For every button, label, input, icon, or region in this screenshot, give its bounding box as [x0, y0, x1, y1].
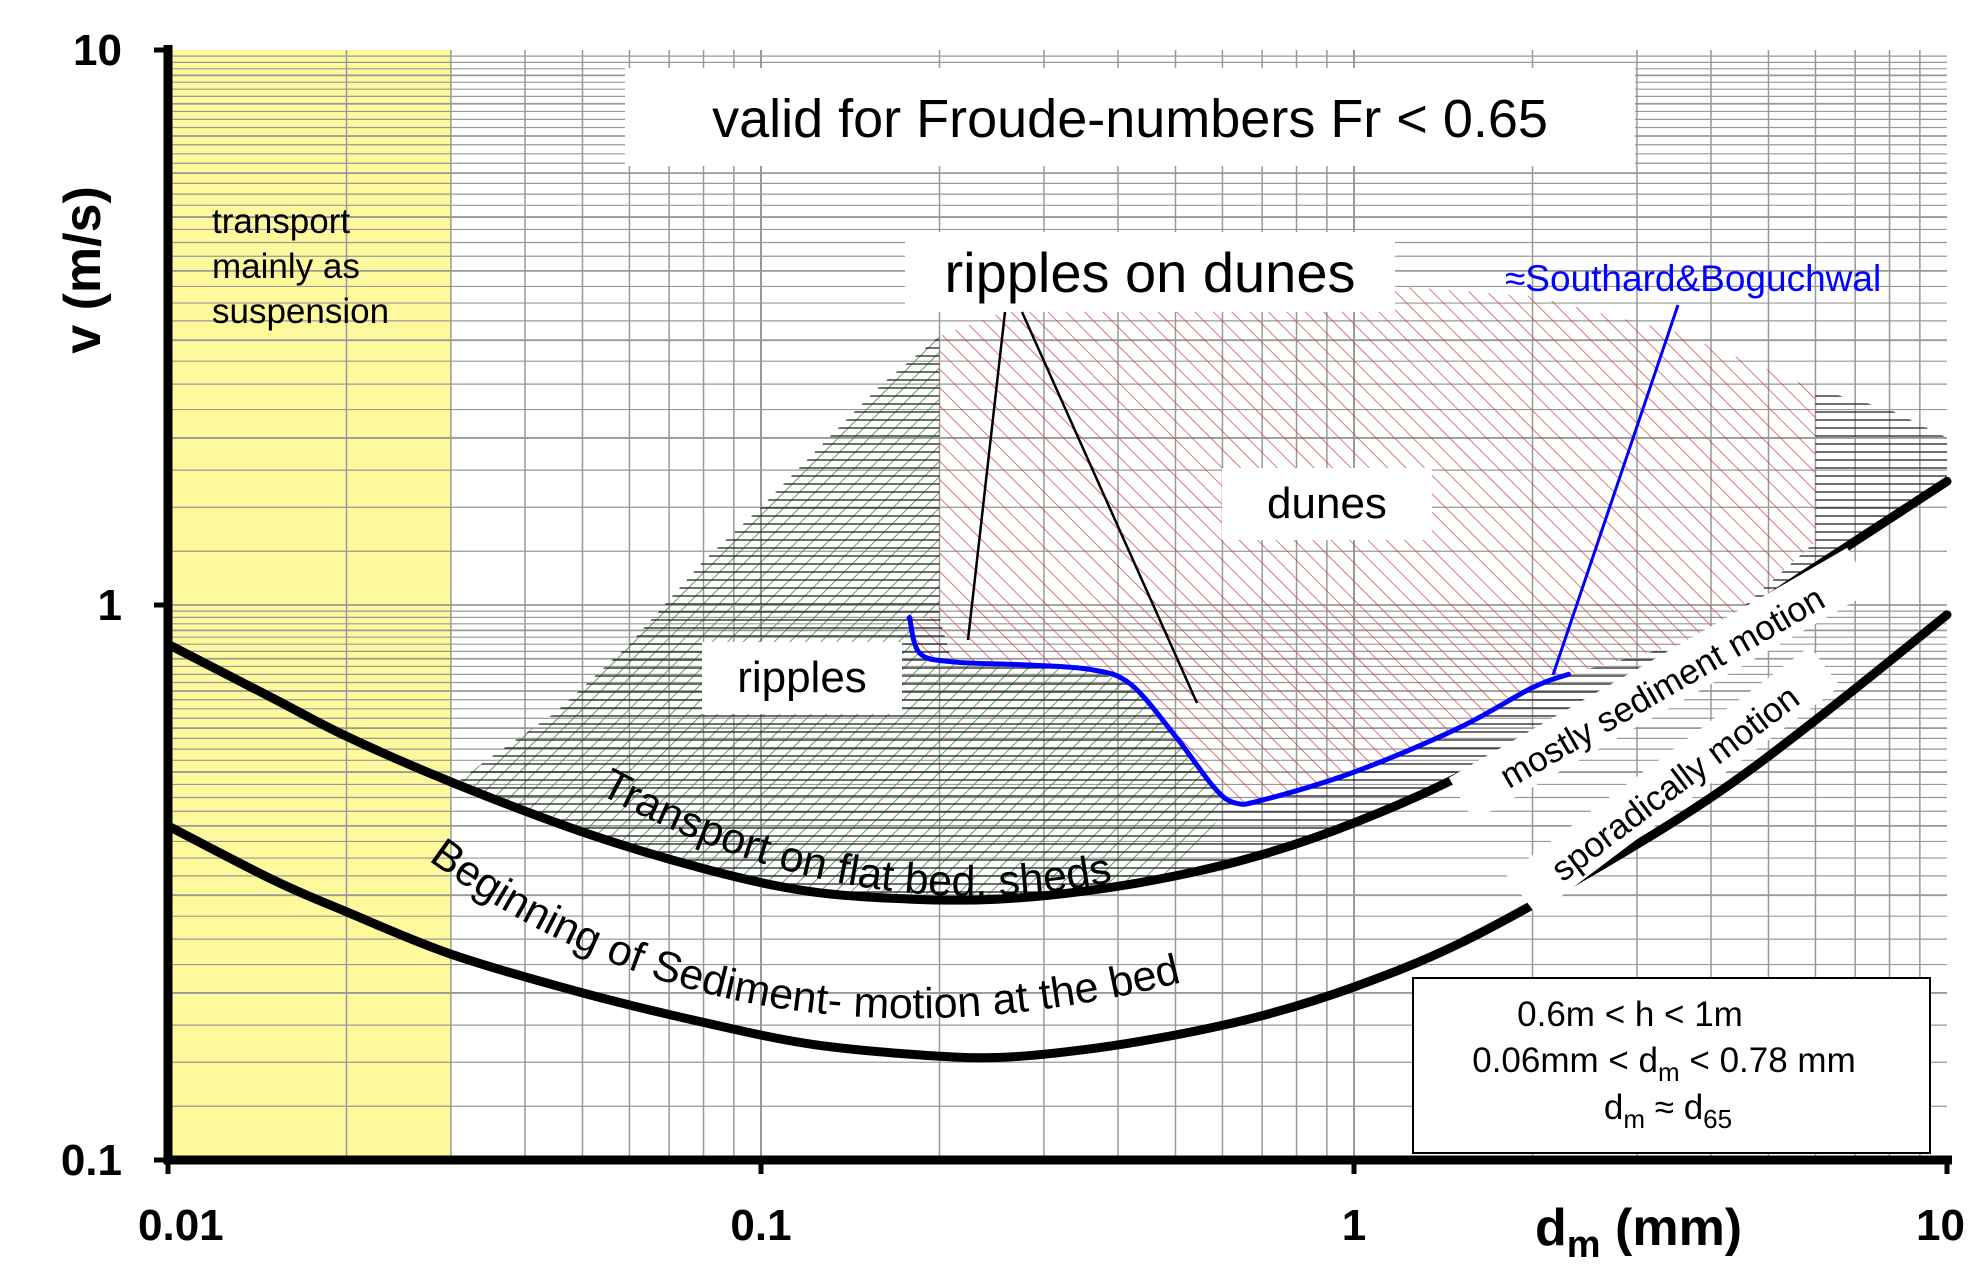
- suspension-label: transport mainly as suspension: [212, 202, 389, 331]
- dunes-box: [1222, 468, 1432, 540]
- x-axis-label: dm (mm): [1535, 1199, 1742, 1266]
- y-tick-label: 1: [98, 581, 122, 630]
- suspension-label-line: mainly as: [212, 247, 360, 286]
- ripples-box: [702, 642, 902, 714]
- ripples-on-dunes-label: ripples on dunes: [945, 241, 1356, 304]
- x-tick-label: 1: [1342, 1201, 1366, 1250]
- x-tick-label: 0.1: [730, 1201, 791, 1250]
- y-axis-label: v (m/s): [54, 186, 112, 354]
- series-line: [907, 614, 1571, 807]
- y-tick-label: 0.1: [61, 1136, 122, 1185]
- leader-line: [966, 311, 1007, 641]
- hatch-region: [909, 283, 1816, 803]
- conditions-line3-mid: ≈ d: [1645, 1088, 1703, 1127]
- tick-labels: 0.01 0.1 1 10 0.1 1 10: [61, 26, 1965, 1250]
- froude-label: valid for Froude-numbers Fr < 0.65: [712, 89, 1548, 149]
- hatch-region: [450, 336, 1947, 900]
- sporadic-motion-box: [1506, 646, 1840, 915]
- y-tick-label: 10: [73, 26, 122, 75]
- conditions-line2-post: < 0.78 mm: [1680, 1041, 1856, 1080]
- conditions-line3: dm ≈ d65: [1604, 1088, 1732, 1134]
- suspension-label-line: suspension: [212, 292, 389, 331]
- mostly-motion-box: [1448, 547, 1873, 822]
- series-line: [163, 610, 1952, 1063]
- ripples-on-dunes-box: [905, 232, 1395, 312]
- x-axis-label-sub: m: [1567, 1224, 1601, 1266]
- x-axis-label-main: d: [1535, 1199, 1567, 1257]
- conditions-line3-s1: m: [1623, 1104, 1645, 1134]
- southard-label: ≈Southard&Boguchwal: [1505, 258, 1881, 299]
- x-tick-label: 10: [1916, 1201, 1965, 1250]
- conditions-line3-s2: 65: [1703, 1104, 1732, 1134]
- leader-line: [1020, 311, 1199, 704]
- conditions-line2-pre: 0.06mm < d: [1472, 1041, 1658, 1080]
- x-axis-label-unit: (mm): [1601, 1199, 1743, 1257]
- conditions-line2: 0.06mm < dm < 0.78 mm: [1472, 1041, 1856, 1087]
- x-tick-label: 0.01: [138, 1201, 224, 1250]
- conditions-line2-sub: m: [1658, 1057, 1680, 1087]
- southard-leader: [1551, 304, 1680, 676]
- froude-box: [625, 68, 1635, 166]
- dunes-label: dunes: [1267, 479, 1387, 528]
- conditions-line1: 0.6m < h < 1m: [1517, 995, 1743, 1034]
- conditions-line3-d1: d: [1604, 1088, 1623, 1127]
- axes: [154, 45, 1952, 1174]
- hatch-regions: [450, 283, 1947, 900]
- conditions-box: [1412, 977, 1931, 1154]
- ripples-label: ripples: [737, 653, 867, 702]
- suspension-label-line: transport: [212, 202, 350, 241]
